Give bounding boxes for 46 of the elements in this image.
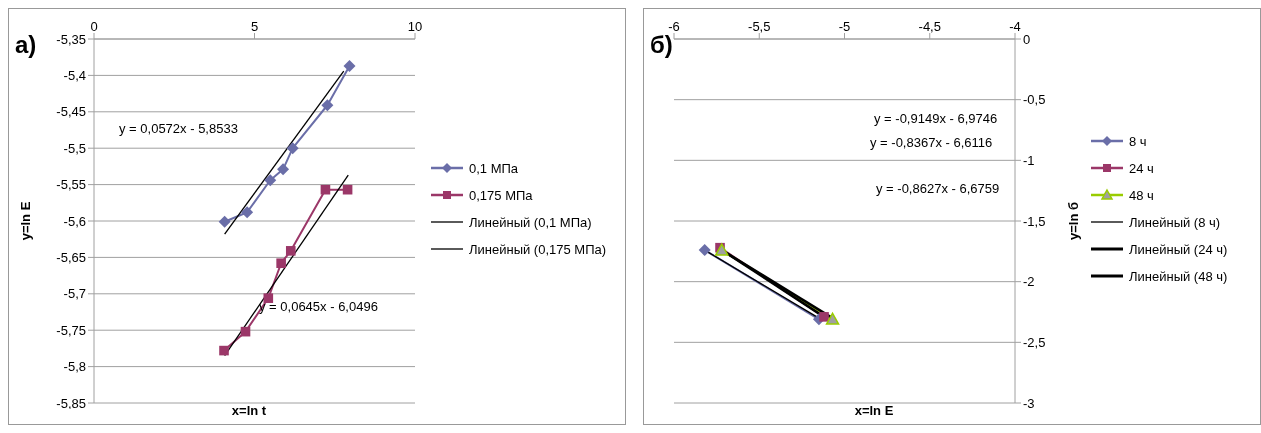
legend-label: Линейный (0,1 МПа) bbox=[469, 215, 592, 230]
y-tick-label: -5,45 bbox=[56, 104, 86, 120]
y-tick-label: -2 bbox=[1023, 274, 1035, 290]
legend-label: 24 ч bbox=[1129, 161, 1154, 176]
x-axis-title: x=ln E bbox=[854, 403, 894, 418]
y-tick-label: -5,8 bbox=[63, 359, 86, 375]
annotation: y = -0,8367x - 6,6116 bbox=[870, 135, 993, 150]
y-tick-label: -5,65 bbox=[56, 250, 86, 266]
y-tick-label: -5,35 bbox=[56, 31, 86, 47]
annotation: y = -0,9149x - 6,9746 bbox=[874, 111, 998, 126]
y-tick-label: 0 bbox=[1023, 31, 1031, 47]
annotation: y = -0,8627x - 6,6759 bbox=[876, 181, 1000, 196]
annotation: y = 0,0572x - 5,8533 bbox=[119, 121, 238, 136]
legend-label: Линейный (24 ч) bbox=[1129, 242, 1228, 257]
y-tick-label: -5,85 bbox=[56, 395, 86, 411]
chart-title: а) bbox=[15, 31, 37, 59]
legend-label: Линейный (0,175 МПа) bbox=[469, 242, 607, 257]
y-tick-label: -5,7 bbox=[63, 286, 86, 302]
y-tick-label: -5,6 bbox=[63, 213, 86, 229]
y-axis-title: y=ln E bbox=[17, 201, 33, 241]
y-tick-label: -3 bbox=[1023, 395, 1035, 411]
legend-label: Линейный (48 ч) bbox=[1129, 269, 1228, 284]
y-tick-label: -5,5 bbox=[63, 140, 86, 156]
legend-label: 0,175 МПа bbox=[469, 188, 533, 203]
y-tick-label: -1 bbox=[1023, 152, 1035, 168]
x-tick-label: -5,5 bbox=[748, 19, 771, 34]
legend-label: Линейный (8 ч) bbox=[1129, 215, 1221, 230]
y-tick-label: -2,5 bbox=[1023, 334, 1046, 350]
x-tick-label: -4,5 bbox=[918, 19, 941, 34]
x-tick-label: -6 bbox=[668, 19, 680, 34]
legend-label: 8 ч bbox=[1129, 134, 1147, 149]
y-axis-title: y=ln б bbox=[1065, 201, 1081, 241]
y-tick-label: -5,55 bbox=[56, 177, 86, 193]
y-tick-label: -1,5 bbox=[1023, 213, 1046, 229]
y-tick-label: -0,5 bbox=[1023, 92, 1046, 108]
x-tick-label: -5 bbox=[838, 19, 851, 34]
chart-title: б) bbox=[650, 31, 673, 59]
legend-label: 0,1 МПа bbox=[469, 161, 519, 176]
x-tick-label: 5 bbox=[250, 19, 259, 34]
legend-label: 48 ч bbox=[1129, 188, 1154, 203]
x-tick-label: 10 bbox=[407, 19, 423, 34]
x-tick-label: 0 bbox=[90, 19, 98, 34]
x-tick-label: -4 bbox=[1009, 19, 1021, 34]
x-axis-title: x=ln t bbox=[230, 403, 268, 418]
y-tick-label: -5,4 bbox=[63, 68, 86, 84]
y-tick-label: -5,75 bbox=[56, 322, 86, 338]
